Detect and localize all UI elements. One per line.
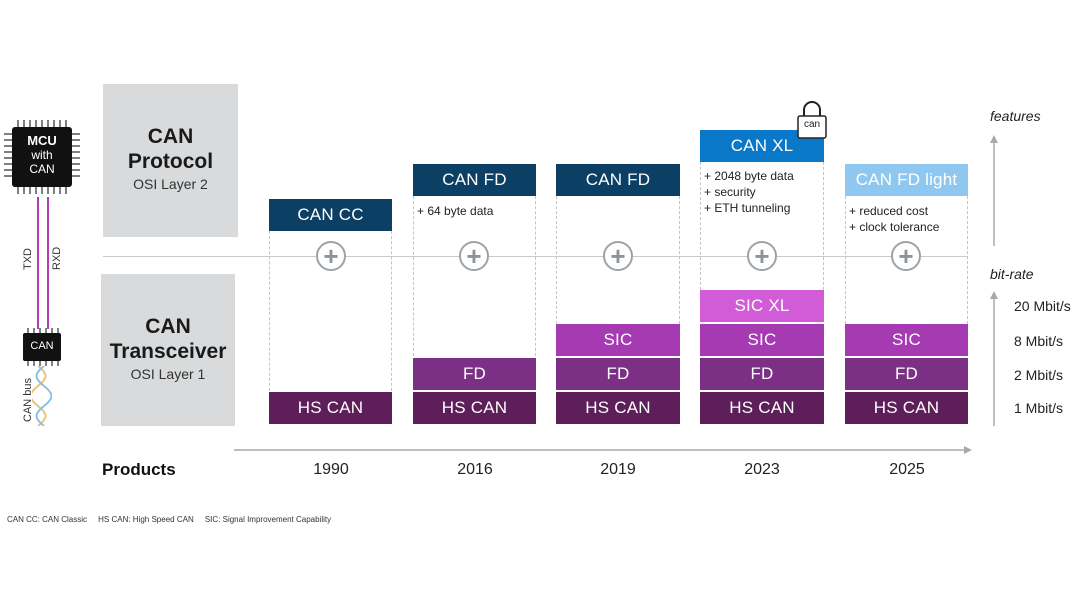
transceiver-chip-icon [20, 328, 64, 366]
year-2023: 2023 [744, 461, 780, 478]
mcu-label: MCU with CAN [12, 133, 72, 177]
plus-icon: + [316, 241, 346, 271]
rxd-line [47, 197, 49, 329]
features-2025: + reduced cost + clock tolerance [849, 203, 939, 235]
features-2016: + 64 byte data [417, 203, 493, 219]
year-2019: 2019 [600, 461, 636, 478]
col3-dash-left [556, 196, 557, 324]
protocol-title-line2: Protocol [127, 150, 214, 173]
bitrate-2: 2 Mbit/s [1014, 367, 1064, 383]
plus-icon: + [459, 241, 489, 271]
protocol-block-2025: CAN FD light [845, 164, 968, 196]
feature-item: + clock tolerance [849, 220, 940, 234]
protocol-osi-layer: OSI Layer 2 [133, 176, 208, 192]
feature-item: + 2048 byte data [704, 169, 794, 183]
hs-can-block-2016: HS CAN [413, 392, 536, 424]
fd-block-2019: FD [556, 358, 680, 390]
feature-item: + security [704, 185, 756, 199]
protocol-block-2016: CAN FD [413, 164, 536, 196]
hs-can-block-1990: HS CAN [269, 392, 392, 424]
col4-dash-right [823, 162, 824, 290]
transceiver-title-line2: Transceiver [109, 340, 227, 363]
col1-dash-left [269, 231, 270, 391]
lock-label: can [803, 119, 821, 130]
col1-dash-right [391, 231, 392, 391]
can-bus-label: CAN bus [22, 377, 34, 422]
year-2016: 2016 [457, 461, 493, 478]
products-label: Products [102, 460, 176, 479]
protocol-block-1990: CAN CC [269, 199, 392, 231]
rxd-label: RXD [51, 246, 63, 270]
bitrate-axis-arrow [989, 290, 999, 426]
sic-block-2019: SIC [556, 324, 680, 356]
plus-icon: + [891, 241, 921, 271]
txd-label: TXD [22, 248, 34, 270]
hs-can-block-2019: HS CAN [556, 392, 680, 424]
lock-icon [796, 100, 828, 140]
year-2025: 2025 [889, 461, 925, 478]
transceiver-header-box: CAN Transceiver OSI Layer 1 [101, 274, 235, 426]
col2-dash-right [535, 196, 536, 356]
bitrate-20: 20 Mbit/s [1014, 298, 1071, 314]
col5-dash-left [845, 196, 846, 324]
mcu-label-line3: CAN [29, 162, 55, 176]
features-axis-label: features [990, 108, 1041, 124]
plus-icon: + [603, 241, 633, 271]
transceiver-chip-label: CAN [30, 340, 54, 352]
feature-item: + 64 byte data [417, 204, 494, 218]
protocol-block-2019: CAN FD [556, 164, 680, 196]
mcu-chip-icon [4, 118, 80, 196]
feature-item: + reduced cost [849, 204, 929, 218]
col3-dash-right [679, 196, 680, 324]
txd-line [37, 197, 39, 329]
hs-can-block-2025: HS CAN [845, 392, 968, 424]
features-axis-arrow [989, 134, 999, 246]
col2-dash-left [413, 196, 414, 356]
can-bus-twisted-pair-icon [29, 365, 53, 427]
transceiver-osi-layer: OSI Layer 1 [130, 366, 206, 382]
transceiver-title-line1: CAN [145, 315, 191, 338]
year-1990: 1990 [313, 461, 349, 478]
col4-dash-left [700, 162, 701, 290]
mcu-label-line1: MCU [27, 133, 57, 148]
bitrate-axis-label: bit-rate [990, 266, 1034, 282]
hs-can-block-2023: HS CAN [700, 392, 824, 424]
protocol-header-box: CAN Protocol OSI Layer 2 [103, 84, 238, 237]
time-axis-arrow [234, 442, 974, 454]
footnote: CAN CC: CAN Classic HS CAN: High Speed C… [7, 515, 332, 524]
fd-block-2023: FD [700, 358, 824, 390]
sic-block-2025: SIC [845, 324, 968, 356]
sic-xl-block-2023: SIC XL [700, 290, 824, 322]
protocol-title-line1: CAN [147, 125, 194, 148]
plus-icon: + [747, 241, 777, 271]
mcu-label-line2: with [31, 148, 53, 162]
col5-dash-right [967, 196, 968, 324]
sic-block-2023: SIC [700, 324, 824, 356]
feature-item: + ETH tunneling [704, 201, 791, 215]
features-2023: + 2048 byte data + security + ETH tunnel… [704, 168, 794, 216]
bitrate-8: 8 Mbit/s [1014, 333, 1064, 349]
fd-block-2016: FD [413, 358, 536, 390]
fd-block-2025: FD [845, 358, 968, 390]
bitrate-1: 1 Mbit/s [1014, 400, 1064, 416]
